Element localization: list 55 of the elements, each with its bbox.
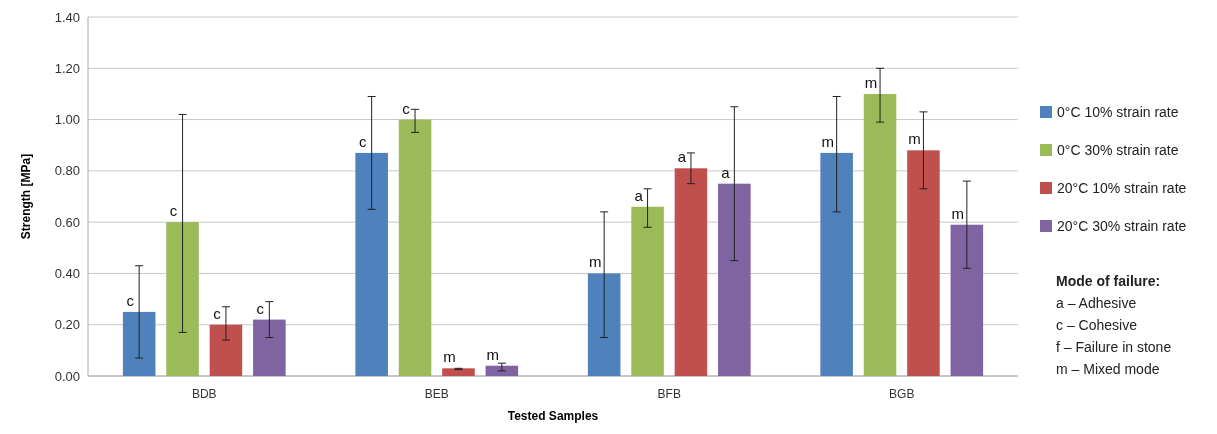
legend-label: 20°C 10% strain rate (1057, 179, 1187, 196)
data-label: c (169, 202, 178, 220)
data-label: m (864, 73, 878, 91)
legend-label: 20°C 30% strain rate (1057, 217, 1187, 234)
x-tick-label: BFB (657, 387, 681, 401)
y-tick-label: 0.20 (54, 317, 80, 333)
bar (485, 365, 519, 376)
bar (950, 224, 984, 376)
data-label: a (677, 148, 687, 166)
text: a – Adhesive (1056, 295, 1137, 311)
data-label: c (358, 132, 367, 150)
y-axis-title: Strength [MPa] (19, 153, 33, 240)
data-label: a (721, 163, 731, 181)
data-label: m (588, 253, 602, 271)
bar (122, 311, 156, 376)
y-tick-label: 1.40 (54, 9, 80, 25)
bar (253, 319, 286, 376)
text: m – Mixed mode (1056, 361, 1160, 377)
bar (166, 222, 199, 376)
x-tick-label: BEB (424, 387, 449, 401)
bar (863, 93, 897, 376)
data-label: m (951, 204, 965, 222)
y-tick-label: 0.60 (54, 214, 80, 230)
data-label: a (634, 186, 644, 204)
x-tick-label: BGB (889, 387, 915, 401)
legend-label: 0°C 30% strain rate (1057, 141, 1179, 158)
bar (587, 273, 621, 376)
bar (718, 183, 751, 376)
text: f – Failure in stone (1056, 339, 1172, 355)
y-tick-label: 0.40 (54, 265, 80, 281)
data-label: m (443, 348, 456, 366)
data-label: m (908, 130, 921, 148)
text: Mode of failure: (1056, 273, 1161, 289)
y-tick-label: 0.00 (54, 368, 80, 384)
x-axis-title: Tested Samples (507, 409, 599, 423)
y-tick-label: 1.00 (54, 112, 80, 128)
bar (442, 368, 475, 376)
x-tick-label: BDB (191, 387, 217, 401)
y-tick-label: 0.80 (54, 163, 80, 179)
data-label: c (126, 291, 135, 309)
data-label: c (213, 304, 222, 322)
bar (355, 152, 388, 376)
text: c – Cohesive (1056, 317, 1138, 333)
bar (907, 150, 940, 376)
data-label: c (402, 99, 411, 117)
y-tick-label: 1.20 (54, 60, 80, 76)
bar (398, 119, 432, 376)
data-label: m (821, 132, 834, 150)
bar (820, 152, 853, 376)
legend-label: 0°C 10% strain rate (1057, 103, 1179, 120)
bar (631, 206, 664, 376)
data-label: c (256, 299, 265, 317)
data-label: m (486, 345, 500, 363)
bar (209, 324, 243, 376)
bar (674, 168, 708, 376)
